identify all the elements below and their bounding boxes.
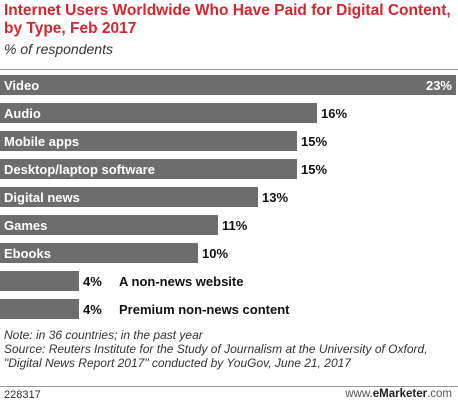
category-label: A non-news website (119, 274, 243, 289)
note-text: Note: in 36 countries; in the past year (4, 328, 203, 342)
bar-video (0, 75, 456, 95)
category-label: Ebooks (4, 246, 51, 261)
brand-suffix: .com (427, 388, 452, 400)
value-label: 16% (321, 106, 347, 121)
bar-a-non-news-website (0, 271, 79, 291)
footnote: Note: in 36 countries; in the past year … (4, 328, 454, 370)
bar-chart: 23% Video 16% Audio 15% Mobile apps 15% Desktop… (0, 75, 456, 319)
value-label: 15% (301, 162, 327, 177)
value-label: 23% (426, 78, 452, 93)
value-label: 4% (83, 274, 102, 289)
bar-ebooks (0, 243, 198, 263)
bar-games (0, 215, 218, 235)
bar-audio (0, 103, 317, 123)
brand-name: eMarketer (372, 388, 428, 400)
value-label: 11% (222, 218, 248, 233)
category-label: Premium non-news content (119, 302, 290, 317)
value-label: 4% (83, 302, 102, 317)
category-label: Games (4, 218, 47, 233)
category-label: Mobile apps (4, 134, 79, 149)
chart-id: 228317 (4, 389, 41, 401)
top-divider (0, 69, 458, 70)
chart-title: Internet Users Worldwide Who Have Paid f… (4, 2, 451, 37)
bar-digital-news (0, 187, 258, 207)
brand-credit: www.eMarketer.com (345, 388, 452, 400)
brand-prefix: www. (345, 388, 373, 400)
chart-subtitle: % of respondents (4, 41, 113, 57)
bar-mobile-apps (0, 131, 297, 151)
value-label: 15% (301, 134, 327, 149)
category-label: Video (4, 78, 39, 93)
source-text: Source: Reuters Institute for the Study … (4, 342, 428, 370)
category-label: Digital news (4, 190, 80, 205)
value-label: 10% (202, 246, 228, 261)
bar-premium-non-news-content (0, 299, 79, 319)
category-label: Desktop/laptop software (4, 162, 155, 177)
bottom-divider (0, 386, 458, 387)
category-label: Audio (4, 106, 41, 121)
bar-desktop-laptop-software (0, 159, 297, 179)
value-label: 13% (262, 190, 288, 205)
